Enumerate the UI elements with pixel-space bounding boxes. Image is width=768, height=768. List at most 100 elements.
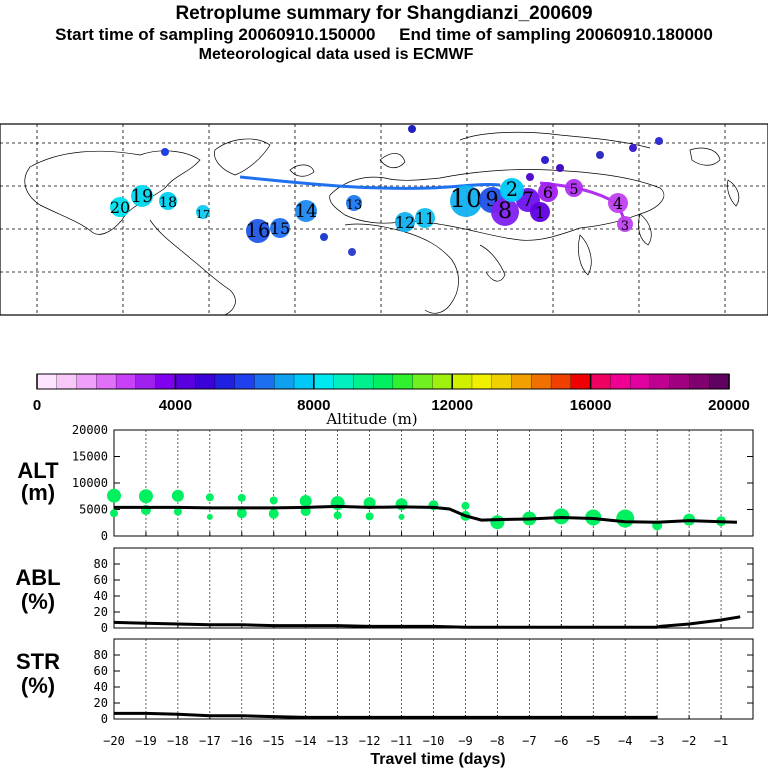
alt-scatter-point xyxy=(616,509,635,528)
plume-day-label: 19 xyxy=(131,187,153,207)
plume-day-label: 14 xyxy=(295,202,317,222)
colorbar-cell xyxy=(471,373,493,390)
map-graticule xyxy=(0,124,768,315)
plume-circle xyxy=(159,192,177,210)
colorbar-cell xyxy=(531,373,552,390)
alt-scatter-point xyxy=(206,513,213,520)
alt-scatter-point xyxy=(205,493,214,502)
colorbar-cell xyxy=(669,373,691,390)
colorbar-cell xyxy=(293,373,315,390)
plume-dot xyxy=(629,144,637,152)
colorbar-cell xyxy=(590,373,612,390)
alt-panel: ALT (m) 0 5000 10000 15000 20000 xyxy=(17,423,754,543)
x-tick-label: −10 xyxy=(423,734,445,748)
colorbar-label: Altitude (m) xyxy=(325,410,417,428)
str-y-ticks: 0 20 40 60 80 xyxy=(94,648,753,726)
plume-circle xyxy=(110,197,130,217)
colorbar-cell xyxy=(629,373,651,390)
colorbar-cell xyxy=(570,373,592,390)
altitude-colorbar: 0 4000 8000 12000 16000 20000 Altitude (m) xyxy=(33,373,750,428)
colorbar-cell xyxy=(313,373,335,390)
abl-title: ABL xyxy=(15,565,60,590)
colorbar-cell xyxy=(491,373,513,390)
x-tick-label: −17 xyxy=(199,734,221,748)
sampling-times: Start time of sampling 20060910.150000 E… xyxy=(55,25,713,44)
plume-circle xyxy=(491,198,519,226)
alt-scatter-point xyxy=(237,493,246,502)
alt-scatter-point xyxy=(490,515,505,530)
plume-dot xyxy=(348,248,356,256)
alt-scatter-point xyxy=(330,496,345,511)
y-tick-label: 60 xyxy=(94,664,108,678)
plume-day-label: 13 xyxy=(346,198,362,213)
alt-scatter-point xyxy=(236,508,247,519)
y-tick-label: 5000 xyxy=(79,503,108,517)
x-tick-label: −11 xyxy=(391,734,413,748)
colorbar-cell xyxy=(333,373,354,390)
plume-day-label: 8 xyxy=(498,198,512,224)
alt-scatter-point xyxy=(299,495,312,508)
plume-circle xyxy=(415,208,435,228)
colorbar-cell xyxy=(115,373,137,390)
plume-day-label: 17 xyxy=(196,208,210,221)
y-tick-label: 15000 xyxy=(72,450,108,464)
x-tick-label: −2 xyxy=(682,734,696,748)
colorbar-cell xyxy=(274,373,295,390)
alt-scatter-point xyxy=(461,501,470,510)
colorbar-cell xyxy=(649,373,671,390)
y-tick-label: 40 xyxy=(94,680,108,694)
plume-day-label: 12 xyxy=(395,213,415,232)
alt-scatter-point xyxy=(173,507,182,516)
colorbar-tick-label: 8000 xyxy=(297,397,330,414)
plume-day-label: 2 xyxy=(506,178,518,201)
y-tick-label: 20000 xyxy=(72,423,108,437)
plume-dot xyxy=(655,137,663,145)
abl-panel: ABL (%) 0 20 40 60 80 xyxy=(15,547,754,635)
colorbar-tick-label: 12000 xyxy=(431,397,473,414)
map-frame xyxy=(0,123,768,316)
alt-mean-line xyxy=(114,504,738,524)
alt-unit: (m) xyxy=(21,480,55,505)
colorbar-tick-label: 20000 xyxy=(708,397,750,414)
met-data-line: Meteorological data used is ECMWF xyxy=(198,46,474,63)
plume-circle xyxy=(131,185,153,207)
plume-dot xyxy=(161,148,169,156)
colorbar-cell xyxy=(56,373,78,390)
abl-gridlines xyxy=(113,548,722,628)
plume-dot xyxy=(526,173,534,181)
abl-unit: (%) xyxy=(21,589,55,614)
y-tick-label: 0 xyxy=(101,621,108,635)
plume-circle xyxy=(538,182,558,202)
alt-scatter xyxy=(107,488,727,531)
x-tick-label: −19 xyxy=(135,734,157,748)
plume-circle xyxy=(608,193,628,213)
x-tick-label: −14 xyxy=(295,734,317,748)
alt-scatter-point xyxy=(365,512,374,521)
str-unit: (%) xyxy=(21,673,55,698)
colorbar-cell xyxy=(195,373,216,390)
colorbar-cell xyxy=(372,373,394,390)
y-tick-label: 20 xyxy=(94,696,108,710)
colorbar-cells xyxy=(36,373,730,390)
plume-dot xyxy=(596,151,604,159)
plume-day-label: 10 xyxy=(450,184,483,214)
colorbar-cell xyxy=(214,373,236,390)
plume-circle xyxy=(196,205,210,219)
colorbar-cell xyxy=(76,373,97,390)
x-tick-label: −16 xyxy=(231,734,253,748)
y-tick-label: 10000 xyxy=(72,476,108,490)
colorbar-cell xyxy=(96,373,117,390)
alt-scatter-point xyxy=(107,488,121,503)
colorbar-cell xyxy=(135,373,157,390)
colorbar-cell xyxy=(392,373,414,390)
plume-dot xyxy=(408,125,416,133)
y-tick-label: 0 xyxy=(101,712,108,726)
y-tick-label: 60 xyxy=(94,573,108,587)
str-line xyxy=(114,711,658,719)
plume-circle xyxy=(270,218,290,238)
y-tick-label: 20 xyxy=(94,605,108,619)
x-tick-label: −4 xyxy=(618,734,632,748)
colorbar-cell xyxy=(412,373,434,390)
